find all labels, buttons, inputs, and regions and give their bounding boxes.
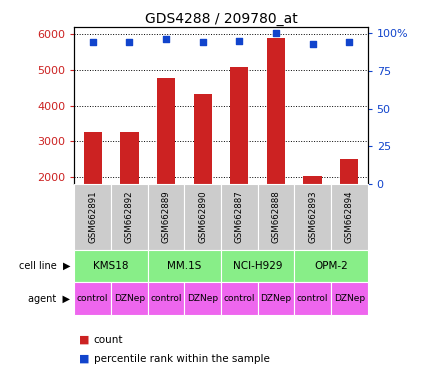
- Bar: [221, 282, 258, 315]
- Text: DZNep: DZNep: [334, 294, 365, 303]
- Point: [272, 30, 279, 36]
- Text: ■: ■: [79, 335, 89, 345]
- Text: MM.1S: MM.1S: [167, 261, 201, 271]
- Point: [199, 39, 206, 45]
- Bar: [74, 282, 111, 315]
- Text: DZNep: DZNep: [114, 294, 145, 303]
- Bar: [340, 159, 358, 249]
- Title: GDS4288 / 209780_at: GDS4288 / 209780_at: [144, 12, 298, 26]
- Bar: [294, 282, 331, 315]
- Bar: [331, 282, 368, 315]
- Text: ■: ■: [79, 354, 89, 364]
- Text: GSM662890: GSM662890: [198, 190, 207, 243]
- Bar: [120, 132, 139, 249]
- Text: GSM662892: GSM662892: [125, 190, 134, 243]
- Text: control: control: [297, 294, 329, 303]
- Bar: [258, 282, 294, 315]
- Bar: [184, 184, 221, 250]
- Bar: [230, 67, 249, 249]
- Bar: [148, 250, 221, 282]
- Bar: [111, 282, 148, 315]
- Bar: [148, 184, 184, 250]
- Text: DZNep: DZNep: [261, 294, 292, 303]
- Bar: [111, 184, 148, 250]
- Bar: [258, 184, 294, 250]
- Text: control: control: [224, 294, 255, 303]
- Text: GSM662891: GSM662891: [88, 190, 97, 243]
- Bar: [294, 250, 368, 282]
- Bar: [294, 184, 331, 250]
- Text: KMS18: KMS18: [93, 261, 129, 271]
- Text: control: control: [77, 294, 108, 303]
- Point: [236, 37, 243, 43]
- Text: DZNep: DZNep: [187, 294, 218, 303]
- Point: [126, 39, 133, 45]
- Bar: [74, 184, 111, 250]
- Text: count: count: [94, 335, 123, 345]
- Bar: [193, 94, 212, 249]
- Point: [163, 36, 170, 42]
- Text: NCI-H929: NCI-H929: [233, 261, 282, 271]
- Bar: [221, 250, 294, 282]
- Bar: [157, 78, 175, 249]
- Text: GSM662887: GSM662887: [235, 190, 244, 243]
- Text: GSM662894: GSM662894: [345, 190, 354, 243]
- Bar: [267, 38, 285, 249]
- Bar: [184, 282, 221, 315]
- Bar: [84, 132, 102, 249]
- Bar: [303, 176, 322, 249]
- Point: [309, 40, 316, 46]
- Text: GSM662889: GSM662889: [162, 190, 170, 243]
- Bar: [74, 250, 148, 282]
- Text: OPM-2: OPM-2: [314, 261, 348, 271]
- Text: GSM662888: GSM662888: [272, 190, 280, 243]
- Bar: [221, 184, 258, 250]
- Point: [89, 39, 96, 45]
- Text: cell line  ▶: cell line ▶: [19, 261, 70, 271]
- Bar: [331, 184, 368, 250]
- Bar: [148, 282, 184, 315]
- Text: control: control: [150, 294, 182, 303]
- Text: percentile rank within the sample: percentile rank within the sample: [94, 354, 269, 364]
- Text: agent  ▶: agent ▶: [28, 293, 70, 304]
- Point: [346, 39, 353, 45]
- Text: GSM662893: GSM662893: [308, 190, 317, 243]
